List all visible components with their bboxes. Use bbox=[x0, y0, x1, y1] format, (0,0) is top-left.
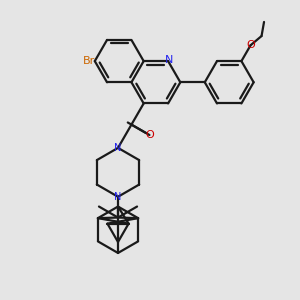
Text: N: N bbox=[165, 55, 173, 65]
Text: O: O bbox=[246, 40, 255, 50]
Text: N: N bbox=[114, 192, 122, 202]
Text: Br: Br bbox=[83, 56, 95, 66]
Text: O: O bbox=[145, 130, 154, 140]
Text: N: N bbox=[114, 143, 122, 153]
